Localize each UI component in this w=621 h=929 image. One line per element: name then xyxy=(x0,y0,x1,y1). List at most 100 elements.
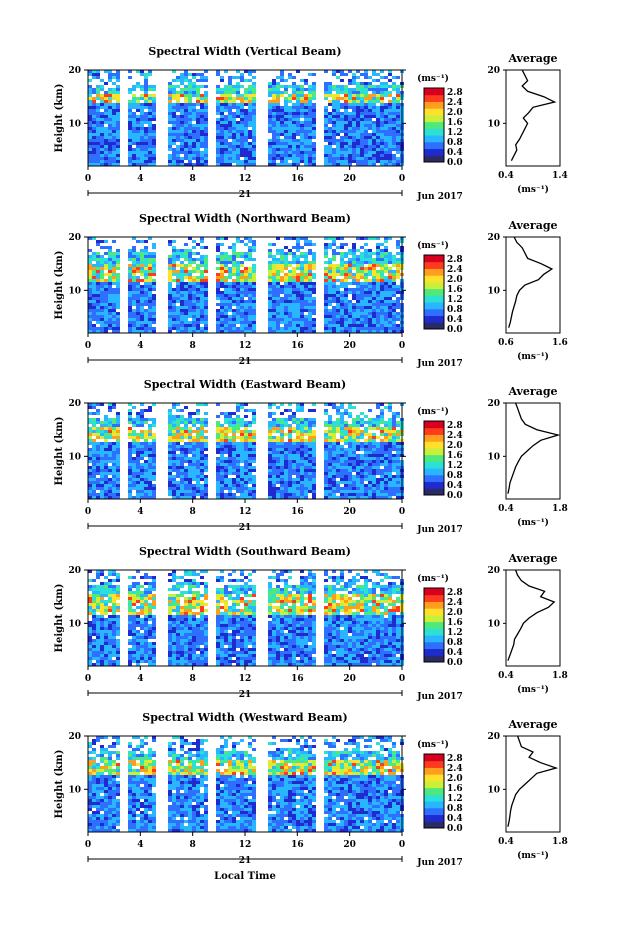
heatmap-cell xyxy=(144,106,148,109)
heatmap-cell xyxy=(372,157,376,160)
heatmap-cell xyxy=(276,445,280,448)
heatmap-cell xyxy=(308,151,312,154)
heatmap-cell xyxy=(168,258,172,261)
heatmap-cell xyxy=(376,427,380,430)
heatmap-cell xyxy=(268,445,272,448)
heatmap-cell xyxy=(332,463,336,466)
heatmap-cell xyxy=(352,255,356,258)
heatmap-cell xyxy=(372,303,376,306)
heatmap-cell xyxy=(108,451,112,454)
heatmap-cell xyxy=(200,264,204,267)
heatmap-cell xyxy=(380,288,384,291)
heatmap-cell xyxy=(92,142,96,145)
heatmap-cell xyxy=(216,448,220,451)
heatmap-cell xyxy=(376,330,380,333)
heatmap-cell xyxy=(232,300,236,303)
heatmap-cell xyxy=(144,261,148,264)
heatmap-cell xyxy=(88,258,92,261)
heatmap-cell xyxy=(308,154,312,157)
heatmap-cell xyxy=(112,315,116,318)
heatmap-cell xyxy=(324,285,328,288)
heatmap-cell xyxy=(184,142,188,145)
heatmap-cell xyxy=(236,442,240,445)
heatmap-cell xyxy=(340,312,344,315)
heatmap-cell xyxy=(188,237,192,240)
heatmap-cell xyxy=(132,430,136,433)
heatmap-cell xyxy=(300,436,304,439)
heatmap-cell xyxy=(116,442,120,445)
heatmap-cell xyxy=(196,445,200,448)
heatmap-cell xyxy=(192,88,196,91)
heatmap-cell xyxy=(288,94,292,97)
heatmap-cell xyxy=(252,160,256,163)
heatmap-cell xyxy=(96,291,100,294)
heatmap-cell xyxy=(252,297,256,300)
heatmap-cell xyxy=(192,445,196,448)
heatmap-cell xyxy=(344,154,348,157)
heatmap-cell xyxy=(240,106,244,109)
heatmap-cell xyxy=(280,118,284,121)
heatmap-cell xyxy=(140,466,144,469)
heatmap-cell xyxy=(340,403,344,406)
heatmap-cell xyxy=(200,327,204,330)
heatmap-cell xyxy=(140,255,144,258)
heatmap-cell xyxy=(324,97,328,100)
heatmap-cell xyxy=(116,415,120,418)
heatmap-cell xyxy=(388,252,392,255)
heatmap-cell xyxy=(324,118,328,121)
heatmap-cell xyxy=(248,330,252,333)
heatmap-cell xyxy=(284,79,288,82)
heatmap-cell xyxy=(252,139,256,142)
heatmap-cell xyxy=(336,427,340,430)
heatmap-cell xyxy=(176,321,180,324)
heatmap-cell xyxy=(324,115,328,118)
heatmap-cell xyxy=(168,276,172,279)
heatmap-cell xyxy=(240,264,244,267)
heatmap-cell xyxy=(148,70,152,73)
heatmap-cell xyxy=(276,288,280,291)
heatmap-cell xyxy=(112,297,116,300)
heatmap-cell xyxy=(356,330,360,333)
heatmap-cell xyxy=(220,330,224,333)
heatmap-cell xyxy=(188,79,192,82)
heatmap-cell xyxy=(384,297,388,300)
heatmap-cell xyxy=(88,276,92,279)
heatmap-cell xyxy=(176,439,180,442)
heatmap-cell xyxy=(280,79,284,82)
heatmap-cell xyxy=(92,330,96,333)
heatmap-cell xyxy=(180,115,184,118)
heatmap-cell xyxy=(396,160,400,163)
heatmap-cell xyxy=(92,469,96,472)
heatmap-cell xyxy=(248,91,252,94)
heatmap-cell xyxy=(380,306,384,309)
heatmap-cell xyxy=(380,327,384,330)
heatmap-cell xyxy=(356,91,360,94)
heatmap-cell xyxy=(152,243,156,246)
heatmap-cell xyxy=(292,112,296,115)
heatmap-cell xyxy=(248,294,252,297)
heatmap-cell xyxy=(248,112,252,115)
heatmap-cell xyxy=(288,460,292,463)
heatmap-cell xyxy=(380,160,384,163)
heatmap-cell xyxy=(336,246,340,249)
heatmap-cell xyxy=(380,136,384,139)
heatmap-cell xyxy=(292,154,296,157)
heatmap-cell xyxy=(204,418,208,421)
heatmap-cell xyxy=(380,324,384,327)
heatmap-cell xyxy=(144,454,148,457)
heatmap-cell xyxy=(168,240,172,243)
avg-y-tick-label: 20 xyxy=(487,233,500,243)
heatmap-cell xyxy=(108,70,112,73)
heatmap-cell xyxy=(232,445,236,448)
heatmap-cell xyxy=(284,330,288,333)
data-gap xyxy=(259,237,265,333)
heatmap-cell xyxy=(348,433,352,436)
heatmap-cell xyxy=(300,409,304,412)
heatmap-cell xyxy=(340,330,344,333)
heatmap-cell xyxy=(252,418,256,421)
heatmap-cell xyxy=(380,442,384,445)
heatmap-cell xyxy=(88,264,92,267)
heatmap-cell xyxy=(128,469,132,472)
heatmap-cell xyxy=(224,309,228,312)
heatmap-cell xyxy=(168,163,172,166)
